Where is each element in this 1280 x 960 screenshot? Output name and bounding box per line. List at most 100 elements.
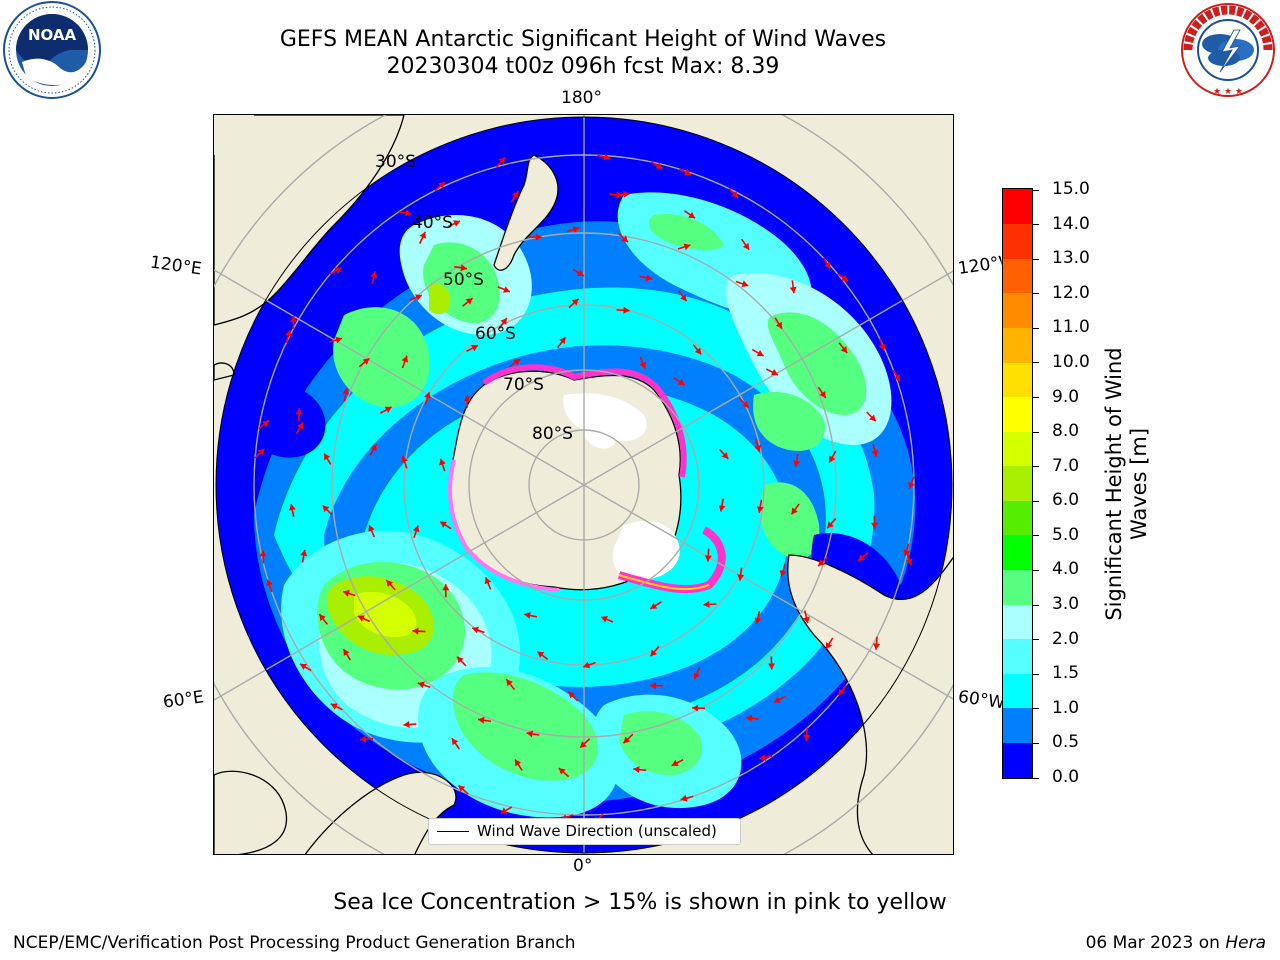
colorbar-label-line1: Significant Height of Wind	[1102, 347, 1126, 621]
colorbar-segment	[1003, 500, 1032, 536]
wave-arrow-head	[819, 391, 826, 398]
colorbar	[1002, 188, 1033, 779]
footer-host: Hera	[1225, 933, 1266, 953]
wave-arrow-head	[577, 269, 584, 276]
wave-arrow-head	[322, 505, 330, 513]
wave-arrow-head	[412, 525, 420, 533]
wave-arrow-head	[826, 642, 833, 649]
wave-arrow-head	[524, 612, 531, 619]
chart-title: GEFS MEAN Antarctic Significant Height o…	[279, 27, 887, 52]
wave-arrow-head	[334, 267, 342, 274]
wave-arrow-head	[650, 602, 658, 609]
wave-direction-arrows	[254, 153, 915, 824]
colorbar-tick-label: 6.0	[1052, 490, 1080, 511]
wave-arrow-head	[908, 482, 915, 489]
wave-arrow-head	[458, 785, 466, 792]
wave-arrow-head	[768, 663, 775, 670]
lon-label-lower-left: 60°E	[161, 687, 206, 713]
wave-arrow-head	[506, 679, 513, 687]
wave-arrow-head	[440, 521, 447, 528]
wave-arrow-head	[824, 261, 831, 269]
wave-arrow-head	[677, 378, 685, 386]
wave-arrow-head	[693, 672, 701, 680]
wave-arrow-head	[671, 759, 679, 766]
wave-arrow-head	[688, 211, 696, 219]
colorbar-tick-label: 0.5	[1052, 732, 1080, 753]
colorbar-tick-mark	[1033, 742, 1039, 744]
colorbar-tick-mark	[1033, 777, 1039, 779]
lon-label-bottom: 0°	[573, 856, 593, 876]
wave-arrow-head	[645, 274, 653, 282]
footer-date: 06 Mar 2023 on Hera	[1086, 933, 1266, 953]
lon-label-upper-left: 120°E	[148, 252, 203, 280]
wave-arrow-head	[484, 577, 492, 585]
wave-arrow-head	[803, 734, 811, 741]
wave-arrow-head	[439, 458, 446, 466]
colorbar-tick-label: 15.0	[1052, 179, 1090, 199]
wave-arrow-head	[756, 350, 764, 357]
wave-arrow-head	[465, 298, 473, 305]
colorbar-tick-label: 0.0	[1052, 767, 1080, 787]
colorbar-tick-label: 9.0	[1052, 386, 1080, 407]
wave-arrow-head	[401, 355, 409, 363]
wave-arrow-head	[478, 716, 485, 724]
colorbar-segment	[1003, 534, 1032, 571]
map-panel	[213, 114, 954, 855]
wave-arrow-head	[905, 558, 913, 566]
antarctica	[449, 370, 682, 591]
wave-arrow-head	[791, 507, 798, 515]
wave-arrow-head	[802, 616, 810, 624]
wave-arrow-head	[731, 191, 739, 198]
wave-arrow-head	[503, 286, 510, 293]
legend-label: Wind Wave Direction (unscaled)	[477, 822, 717, 840]
colorbar-tick-mark	[1033, 189, 1039, 191]
colorbar-tick-label: 2.0	[1052, 628, 1080, 649]
wave-arrow-head	[357, 615, 365, 622]
colorbar-tick-label: 3.0	[1052, 594, 1080, 615]
wave-arrow-head	[558, 768, 566, 775]
wave-arrow-head	[692, 704, 699, 712]
wave-arrow-head	[756, 506, 764, 513]
landmasses	[214, 115, 953, 854]
wave-arrow-head	[869, 414, 876, 422]
wave-arrow-head	[512, 191, 519, 199]
colorbar-tick-label: 5.0	[1052, 524, 1080, 545]
colorbar-tick-label: 13.0	[1052, 248, 1090, 269]
wave-arrow-head	[515, 759, 522, 767]
wave-arrow-head	[683, 243, 691, 251]
lat-label-50s: 50°S	[443, 270, 484, 290]
wave-arrow-head	[259, 550, 267, 557]
wave-arrow-head	[633, 766, 640, 773]
wave-arrow-head	[500, 318, 507, 325]
footer-credit: NCEP/EMC/Verification Post Processing Pr…	[13, 933, 576, 953]
wave-arrow-head	[650, 649, 657, 657]
colorbar-tick-mark	[1033, 466, 1039, 468]
wave-arrow-head	[537, 651, 545, 658]
lon-label-top: 180°	[561, 88, 602, 108]
noaa-logo: NOAA	[3, 1, 101, 99]
colorbar-tick-label: 12.0	[1052, 282, 1090, 303]
wave-arrow-head	[370, 271, 378, 278]
wave-arrow-head	[754, 617, 762, 624]
wave-arrow-head	[288, 504, 296, 511]
wave-arrow-head	[793, 460, 800, 467]
wave-arrow-head	[580, 741, 587, 748]
wave-arrow-head	[300, 663, 307, 670]
colorbar-tick-label: 7.0	[1052, 455, 1080, 476]
lat-label-80s: 80°S	[532, 424, 573, 444]
wave-arrow-head	[684, 168, 692, 176]
legend-line-swatch	[437, 831, 469, 832]
wave-arrow-head	[827, 521, 834, 529]
wave-arrow-head	[893, 374, 900, 382]
wave-arrow-head	[415, 294, 422, 301]
wave-arrow-head	[680, 794, 688, 802]
wave-arrow-head	[773, 696, 781, 703]
colorbar-segment	[1003, 465, 1032, 501]
colorbar-tick-label: 11.0	[1052, 317, 1090, 338]
wave-arrow-head	[424, 392, 431, 399]
lon-label-upper-right: 120°W	[956, 253, 1004, 279]
wave-arrow-head	[601, 616, 608, 623]
wave-arrow-head	[623, 306, 630, 314]
colorbar-tick-mark	[1033, 673, 1039, 675]
wave-arrow-head	[342, 388, 350, 395]
